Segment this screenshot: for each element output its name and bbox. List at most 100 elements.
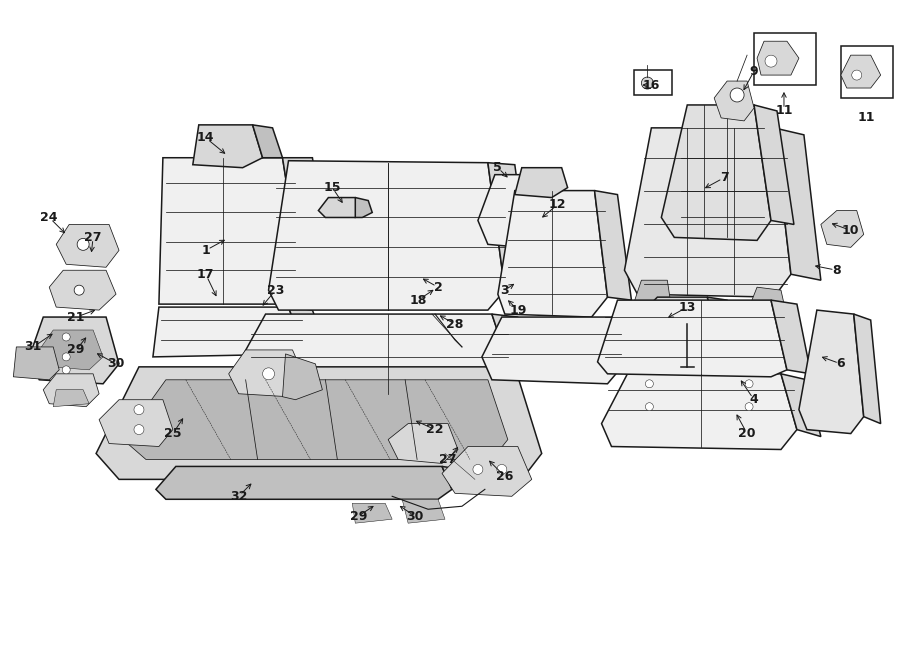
Circle shape xyxy=(77,238,89,250)
Polygon shape xyxy=(30,317,119,384)
Polygon shape xyxy=(595,191,632,300)
Text: 31: 31 xyxy=(24,340,42,354)
Polygon shape xyxy=(99,400,173,446)
Polygon shape xyxy=(233,314,512,394)
Text: 20: 20 xyxy=(738,427,756,440)
Text: 3: 3 xyxy=(500,284,509,297)
Text: 24: 24 xyxy=(40,211,58,224)
Polygon shape xyxy=(757,41,799,75)
Text: 29: 29 xyxy=(68,344,85,356)
Polygon shape xyxy=(352,503,392,523)
Polygon shape xyxy=(229,350,305,397)
Text: 23: 23 xyxy=(267,284,284,297)
Polygon shape xyxy=(841,55,881,88)
Polygon shape xyxy=(598,300,787,377)
Text: 11: 11 xyxy=(775,105,793,117)
Text: 26: 26 xyxy=(496,470,514,483)
Polygon shape xyxy=(156,467,452,499)
Text: 30: 30 xyxy=(407,510,424,523)
Polygon shape xyxy=(283,354,322,400)
Polygon shape xyxy=(153,307,305,357)
Polygon shape xyxy=(159,158,302,304)
Text: 32: 32 xyxy=(230,490,248,503)
Text: 11: 11 xyxy=(858,111,876,124)
Text: 27: 27 xyxy=(85,231,102,244)
Polygon shape xyxy=(707,297,737,327)
Text: 10: 10 xyxy=(842,224,860,237)
Polygon shape xyxy=(774,128,821,280)
Text: 1: 1 xyxy=(202,244,210,257)
Circle shape xyxy=(745,402,753,410)
Text: 16: 16 xyxy=(643,79,660,91)
Text: 4: 4 xyxy=(750,393,759,406)
Circle shape xyxy=(765,55,777,67)
Text: 21: 21 xyxy=(68,310,85,324)
Polygon shape xyxy=(715,81,754,121)
Circle shape xyxy=(134,424,144,434)
Text: 7: 7 xyxy=(720,171,728,184)
Text: 5: 5 xyxy=(493,161,502,174)
Circle shape xyxy=(645,402,653,410)
Polygon shape xyxy=(14,347,59,380)
Polygon shape xyxy=(515,167,568,197)
Bar xyxy=(634,70,672,95)
Text: 30: 30 xyxy=(107,357,125,370)
Text: 28: 28 xyxy=(446,318,464,330)
Polygon shape xyxy=(662,105,771,240)
Bar xyxy=(841,46,893,98)
Polygon shape xyxy=(488,163,532,290)
Circle shape xyxy=(263,368,274,380)
Circle shape xyxy=(62,366,70,374)
Polygon shape xyxy=(601,374,796,449)
Text: 27: 27 xyxy=(439,453,457,466)
Text: 18: 18 xyxy=(410,294,427,307)
Polygon shape xyxy=(40,330,104,370)
Polygon shape xyxy=(283,158,332,284)
Circle shape xyxy=(74,285,84,295)
Polygon shape xyxy=(96,367,542,479)
Circle shape xyxy=(62,333,70,341)
Polygon shape xyxy=(821,211,864,248)
Text: 15: 15 xyxy=(324,181,341,194)
Polygon shape xyxy=(402,499,445,523)
Polygon shape xyxy=(43,374,99,406)
Polygon shape xyxy=(637,297,717,340)
Circle shape xyxy=(730,88,744,102)
Polygon shape xyxy=(799,310,864,434)
Polygon shape xyxy=(492,314,537,377)
Polygon shape xyxy=(781,374,821,436)
Text: 13: 13 xyxy=(679,301,696,314)
Polygon shape xyxy=(478,175,535,248)
Polygon shape xyxy=(632,280,671,317)
Circle shape xyxy=(472,465,483,475)
Text: 25: 25 xyxy=(164,427,182,440)
Polygon shape xyxy=(744,287,787,327)
Circle shape xyxy=(62,353,70,361)
Bar xyxy=(754,33,816,85)
Text: 2: 2 xyxy=(434,281,443,294)
Polygon shape xyxy=(53,390,89,406)
Text: 19: 19 xyxy=(509,304,526,316)
Polygon shape xyxy=(498,191,608,317)
Circle shape xyxy=(745,380,753,388)
Polygon shape xyxy=(356,197,373,218)
Text: 8: 8 xyxy=(832,263,842,277)
Polygon shape xyxy=(854,314,881,424)
Polygon shape xyxy=(268,161,505,310)
Text: 22: 22 xyxy=(427,423,444,436)
Polygon shape xyxy=(611,317,647,367)
Polygon shape xyxy=(442,467,472,491)
Polygon shape xyxy=(123,380,508,459)
Circle shape xyxy=(497,465,507,475)
Circle shape xyxy=(134,404,144,414)
Polygon shape xyxy=(193,125,263,167)
Polygon shape xyxy=(289,307,328,354)
Text: 14: 14 xyxy=(197,131,214,144)
Text: 17: 17 xyxy=(197,267,214,281)
Circle shape xyxy=(851,70,861,80)
Polygon shape xyxy=(442,446,532,496)
Text: 9: 9 xyxy=(750,65,759,77)
Polygon shape xyxy=(50,270,116,310)
Polygon shape xyxy=(482,317,625,384)
Polygon shape xyxy=(388,424,458,463)
